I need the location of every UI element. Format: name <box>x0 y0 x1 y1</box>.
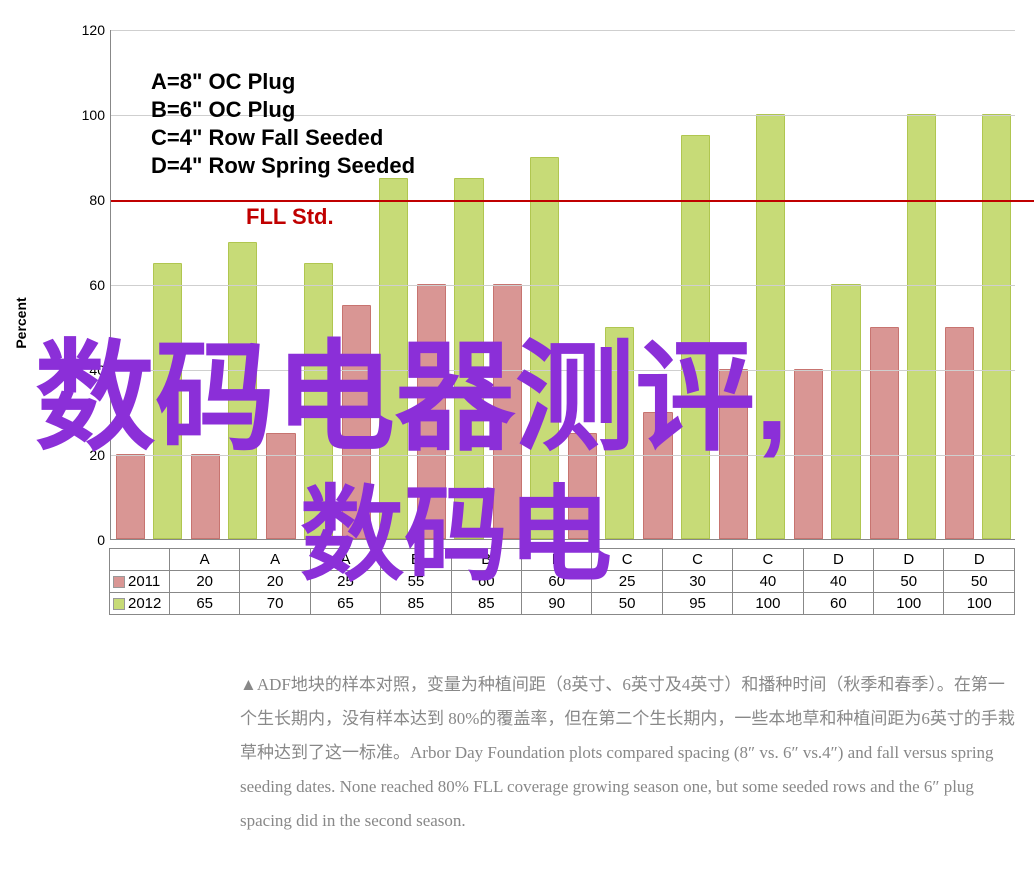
bar-2012 <box>907 114 936 539</box>
y-tick-label: 100 <box>71 108 105 122</box>
reference-line <box>111 200 1034 202</box>
watermark-line-2: 数码电 <box>300 450 612 601</box>
table-cell: 30 <box>662 571 732 593</box>
table-cell: C <box>733 549 803 571</box>
bar-2012 <box>982 114 1011 539</box>
table-cell: 100 <box>944 593 1015 615</box>
table-cell: 95 <box>662 593 732 615</box>
figure-caption: ▲ADF地块的样本对照，变量为种植间距（8英寸、6英寸及4英寸）和播种时间（秋季… <box>240 668 1015 838</box>
bar-2011 <box>794 369 823 539</box>
series-swatch <box>113 576 125 588</box>
legend-line: D=4" Row Spring Seeded <box>151 152 415 180</box>
table-cell: 65 <box>169 593 239 615</box>
series-swatch <box>113 598 125 610</box>
bar-2012 <box>831 284 860 539</box>
y-tick-label: 0 <box>71 533 105 547</box>
table-cell: 40 <box>803 571 873 593</box>
reference-line-label: FLL Std. <box>246 204 334 230</box>
table-cell: A <box>169 549 239 571</box>
caption-bullet: ▲ <box>240 675 257 694</box>
bar-2011 <box>870 327 899 540</box>
legend-line: A=8" OC Plug <box>151 68 415 96</box>
bar-2011 <box>945 327 974 540</box>
y-axis-label: Percent <box>13 297 29 348</box>
table-cell: 40 <box>733 571 803 593</box>
watermark-line-1: 数码电器测评, <box>35 300 788 474</box>
table-row-header <box>110 549 170 571</box>
y-tick-label: 60 <box>71 278 105 292</box>
series-key-legend: A=8" OC PlugB=6" OC PlugC=4" Row Fall Se… <box>151 68 415 181</box>
legend-line: C=4" Row Fall Seeded <box>151 124 415 152</box>
table-cell: 100 <box>733 593 803 615</box>
table-row-header: 2011 <box>110 571 170 593</box>
table-row-header: 2012 <box>110 593 170 615</box>
y-tick-label: 120 <box>71 23 105 37</box>
table-cell: 20 <box>169 571 239 593</box>
table-cell: D <box>944 549 1015 571</box>
table-cell: 100 <box>874 593 944 615</box>
y-tick-label: 80 <box>71 193 105 207</box>
legend-line: B=6" OC Plug <box>151 96 415 124</box>
table-cell: C <box>662 549 732 571</box>
table-cell: 60 <box>803 593 873 615</box>
table-cell: 50 <box>944 571 1015 593</box>
table-cell: 50 <box>874 571 944 593</box>
table-cell: D <box>803 549 873 571</box>
table-cell: D <box>874 549 944 571</box>
